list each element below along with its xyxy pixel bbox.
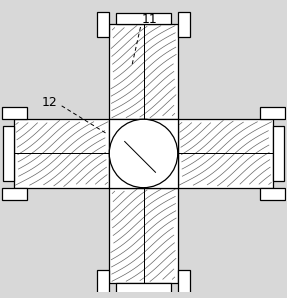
Bar xyxy=(109,24,178,119)
Bar xyxy=(2,107,27,119)
Bar xyxy=(273,126,284,181)
Bar xyxy=(116,13,171,24)
Bar xyxy=(3,126,14,181)
Bar xyxy=(109,188,178,283)
Bar xyxy=(97,270,109,295)
Bar xyxy=(178,12,190,37)
Text: 12: 12 xyxy=(42,96,58,109)
Bar xyxy=(178,119,273,188)
Bar xyxy=(178,270,190,295)
Bar xyxy=(260,107,285,119)
Bar xyxy=(260,188,285,200)
Circle shape xyxy=(109,119,178,188)
Bar xyxy=(2,188,27,200)
Bar xyxy=(97,12,109,37)
Bar xyxy=(109,119,178,188)
Bar xyxy=(116,283,171,294)
Text: 11: 11 xyxy=(141,13,157,26)
Bar xyxy=(14,119,109,188)
